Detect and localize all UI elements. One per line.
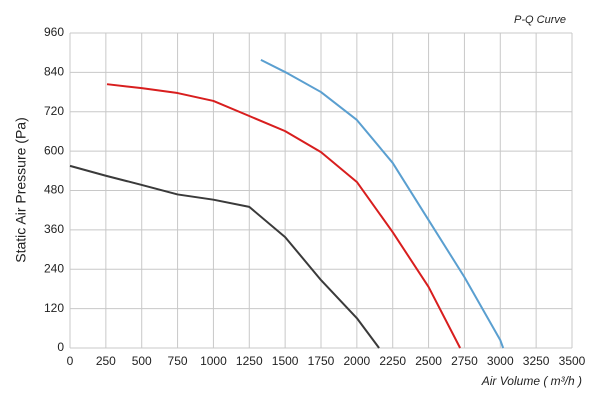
x-tick-label: 2000 [344, 354, 371, 368]
y-tick-label: 600 [44, 143, 64, 157]
y-tick-label: 960 [44, 25, 64, 39]
x-tick-label: 0 [67, 354, 74, 368]
x-tick-label: 3250 [523, 354, 550, 368]
x-tick-label: 1500 [272, 354, 299, 368]
y-tick-label: 720 [44, 104, 64, 118]
x-tick-label: 2250 [379, 354, 406, 368]
x-tick-label: 2500 [415, 354, 442, 368]
x-tick-label: 3500 [559, 354, 586, 368]
y-tick-label: 480 [44, 183, 64, 197]
x-tick-label: 2750 [451, 354, 478, 368]
x-tick-label: 1000 [200, 354, 227, 368]
x-axis-label: Air Volume ( m³/h ) [481, 374, 582, 388]
x-tick-label: 500 [132, 354, 152, 368]
y-tick-label: 360 [44, 222, 64, 236]
x-tick-label: 1250 [236, 354, 263, 368]
x-tick-label: 3000 [487, 354, 514, 368]
y-tick-label: 0 [57, 340, 64, 354]
x-tick-label: 1750 [308, 354, 335, 368]
curve [260, 59, 505, 349]
y-tick-label: 120 [44, 301, 64, 315]
curve [106, 83, 462, 349]
y-axis-label: Static Air Pressure (Pa) [13, 117, 29, 263]
y-tick-label: 240 [44, 261, 64, 275]
x-tick-label: 250 [96, 354, 116, 368]
x-tick-label: 750 [168, 354, 188, 368]
y-tick-label: 840 [44, 65, 64, 79]
chart-title: P-Q Curve [514, 14, 566, 26]
curve [69, 164, 380, 349]
